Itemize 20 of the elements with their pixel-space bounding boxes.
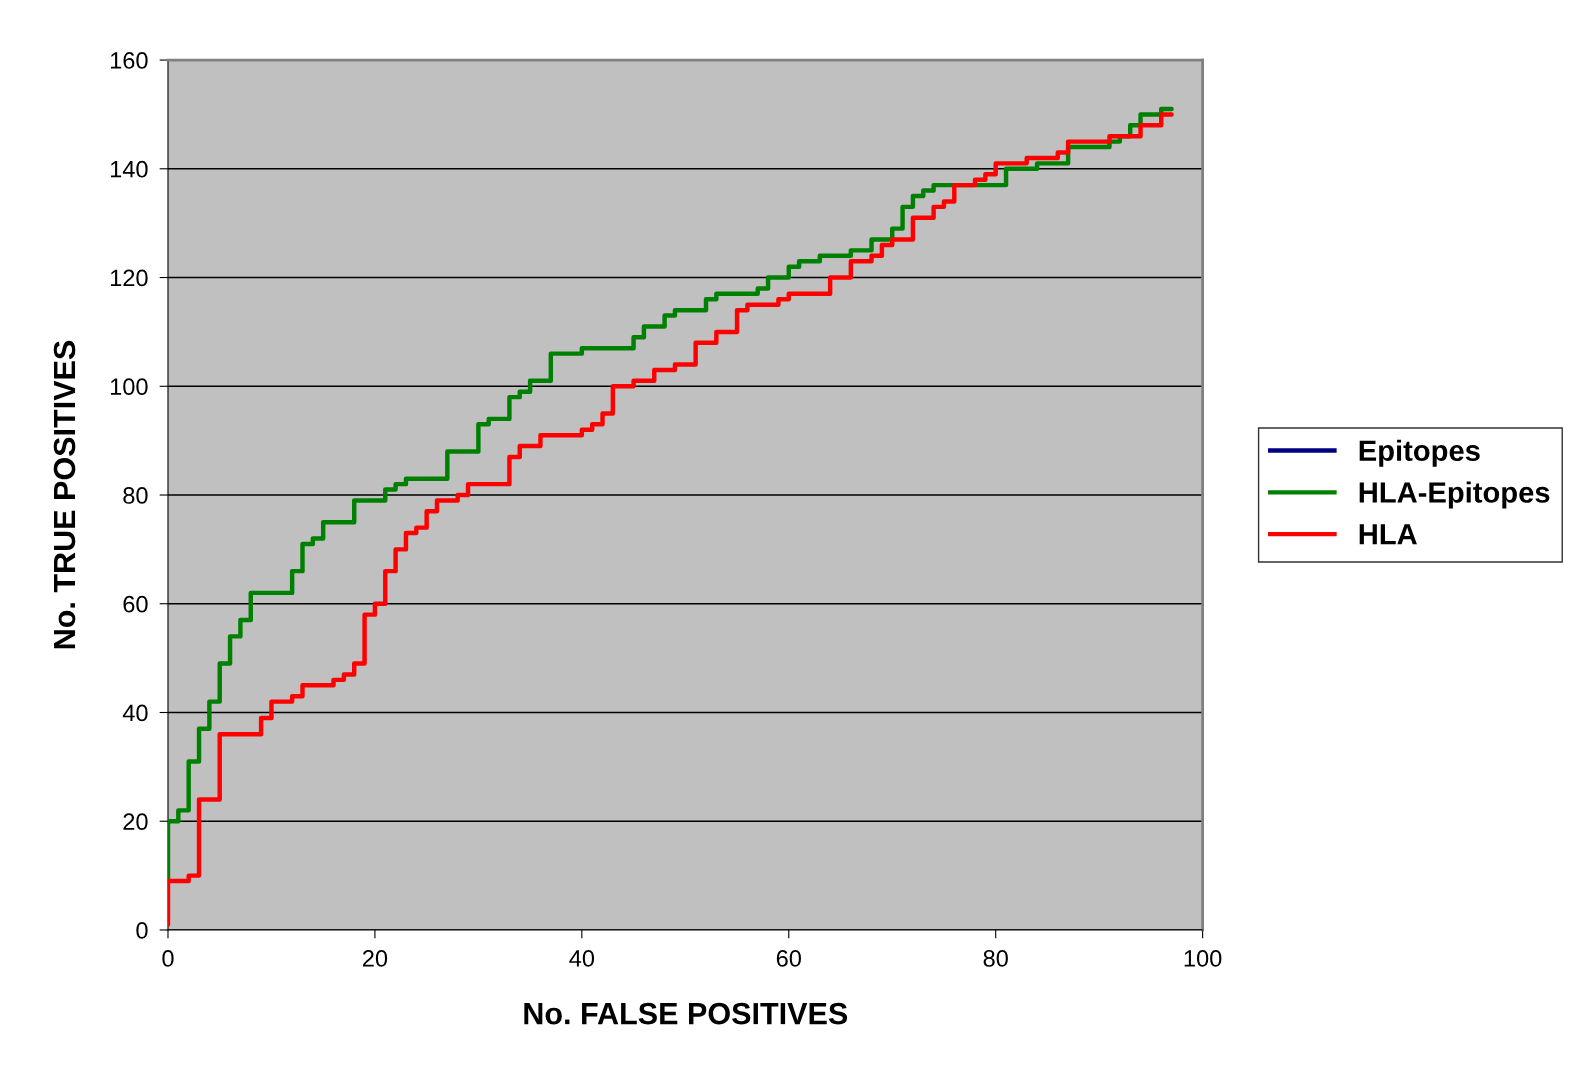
y-tick-label: 140 xyxy=(110,160,148,178)
x-tick-label: 40 xyxy=(569,950,595,967)
y-tick-label: 20 xyxy=(123,813,148,831)
y-axis-title: No. TRUE POSITIVES xyxy=(53,340,76,649)
x-tick-label: 20 xyxy=(362,950,388,967)
x-tick-label: 100 xyxy=(1184,950,1222,967)
y-tick-label: 100 xyxy=(110,378,148,396)
y-tick-label: 60 xyxy=(123,595,148,613)
y-tick-label: 40 xyxy=(122,704,148,722)
y-tick-label: 120 xyxy=(110,269,148,287)
y-tick-label: 0 xyxy=(136,922,148,939)
x-tick-label: 60 xyxy=(776,950,801,967)
x-tick-label: 0 xyxy=(162,950,174,967)
legend-label: HLA-Epitopes xyxy=(1359,481,1550,509)
y-tick-label: 80 xyxy=(123,487,148,504)
legend-label: HLA xyxy=(1359,524,1417,545)
y-tick-label: 160 xyxy=(110,52,148,69)
legend-label: Epitopes xyxy=(1359,439,1480,467)
x-axis-title: No. FALSE POSITIVES xyxy=(524,1002,848,1025)
x-tick-label: 80 xyxy=(983,950,1008,967)
